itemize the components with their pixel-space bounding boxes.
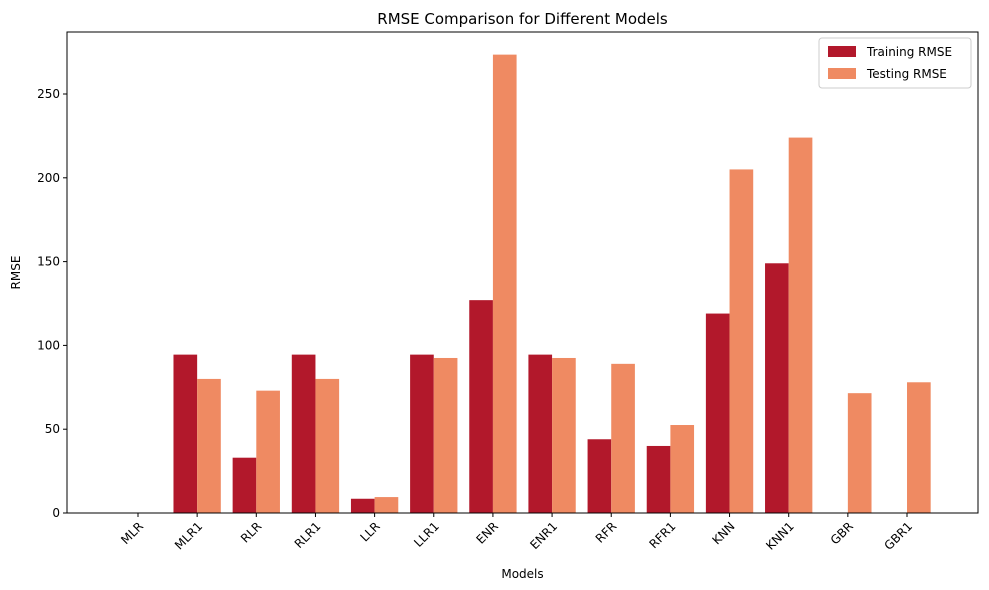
y-axis-label: RMSE	[9, 256, 23, 290]
x-tick-label: LLR1	[411, 519, 442, 550]
legend-label-testing: Testing RMSE	[866, 67, 947, 81]
bar-training-rfr1	[646, 445, 671, 513]
bar-training-enr1	[528, 354, 553, 513]
x-tick-label: RFR	[593, 519, 620, 546]
bar-training-enr	[469, 300, 493, 513]
chart-title: RMSE Comparison for Different Models	[377, 10, 668, 28]
bar-training-mlr1	[173, 354, 198, 513]
x-tick-label: RLR	[238, 519, 264, 545]
bar-testing-llr	[374, 497, 399, 513]
x-tick-label: KNN1	[763, 519, 797, 553]
bar-training-rlr1	[291, 354, 316, 513]
bar-training-knn	[705, 313, 730, 513]
x-tick-label: GBR	[828, 519, 856, 547]
y-tick-label: 250	[37, 87, 60, 101]
bar-testing-rlr1	[315, 378, 340, 513]
bar-testing-knn	[729, 169, 754, 513]
legend-frame	[818, 37, 972, 89]
bar-testing-enr1	[552, 357, 576, 513]
y-tick-label: 0	[52, 506, 60, 520]
bar-testing-rfr	[611, 363, 635, 513]
bar-training-llr	[350, 498, 375, 513]
x-axis-label: Models	[501, 567, 543, 581]
x-tick-label: GBR1	[882, 519, 916, 553]
x-tick-label: ENR	[474, 519, 502, 547]
x-axis-ticks: MLR MLR1 RLR RLR1 LLR LLR1 ENR ENR1 RFR RFR1 KNN KN…	[118, 513, 915, 553]
legend-swatch-training	[828, 46, 856, 57]
y-tick-label: 200	[37, 171, 60, 185]
bar-training-knn1	[765, 263, 789, 513]
bar-testing-llr1	[433, 357, 458, 513]
x-tick-label: KNN	[710, 519, 738, 547]
y-tick-label: 50	[45, 422, 60, 436]
bar-training-rfr	[587, 439, 612, 513]
y-axis-ticks: 0 50 100 150 200 250	[37, 87, 67, 520]
bar-testing-gbr1	[907, 382, 931, 513]
y-tick-label: 150	[37, 255, 60, 269]
legend-label-training: Training RMSE	[866, 45, 952, 59]
y-tick-label: 100	[37, 338, 60, 352]
x-tick-label: RLR1	[292, 519, 324, 551]
bar-testing-knn1	[788, 137, 813, 513]
x-tick-label: MLR	[118, 519, 146, 547]
bar-training-rlr	[232, 457, 257, 513]
bar-testing-gbr	[847, 393, 872, 513]
x-tick-label: MLR1	[172, 519, 205, 552]
x-tick-label: RFR1	[647, 519, 679, 551]
legend-swatch-testing	[828, 68, 856, 79]
plot-frame	[66, 31, 979, 514]
legend: Training RMSE Testing RMSE	[818, 37, 972, 89]
bar-testing-rlr	[256, 390, 280, 513]
bar-testing-rfr1	[670, 425, 695, 513]
x-tick-label: ENR1	[527, 519, 560, 552]
bars-group	[173, 54, 931, 514]
bar-testing-enr	[492, 54, 517, 514]
x-tick-label: LLR	[357, 519, 382, 544]
bar-training-llr1	[410, 354, 434, 513]
bar-testing-mlr1	[197, 378, 221, 513]
